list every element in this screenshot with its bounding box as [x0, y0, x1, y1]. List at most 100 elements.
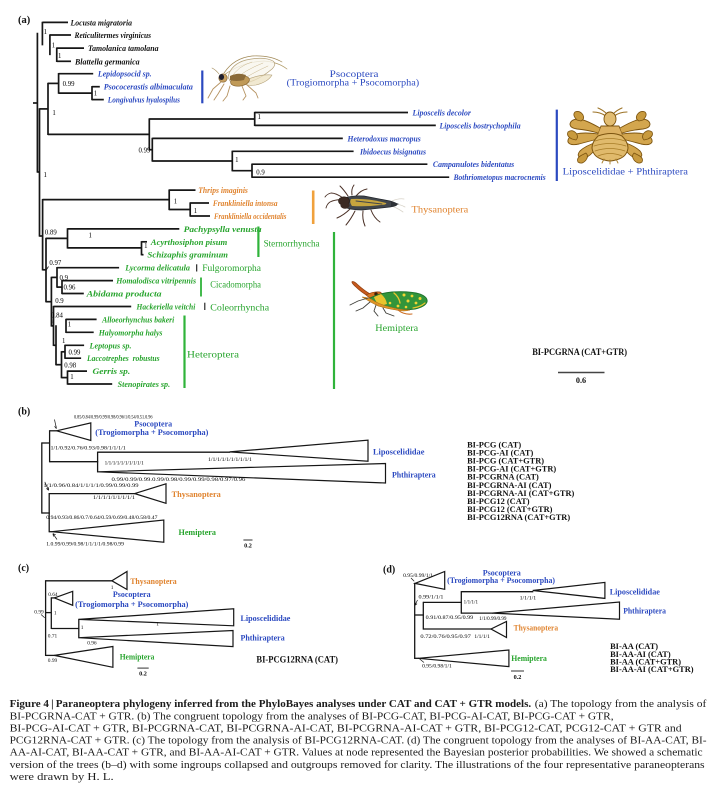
svg-text:BI-AA-AI (CAT): BI-AA-AI (CAT)	[610, 650, 671, 659]
svg-text:BI-PCG12 (CAT+GTR): BI-PCG12 (CAT+GTR)	[467, 505, 553, 514]
svg-text:1: 1	[81, 625, 84, 631]
svg-text:1/1/1/1/1/1/1/1/1/1: 1/1/1/1/1/1/1/1/1/1	[105, 460, 144, 466]
svg-text:0.99/0.99/0.99.0.99/0.98/0.99/: 0.99/0.99/0.99.0.99/0.98/0.99/0.99/0.98/…	[112, 477, 246, 483]
svg-text:0.99: 0.99	[48, 658, 58, 664]
svg-text:0.95/0.99/1/1: 0.95/0.99/1/1	[403, 574, 434, 579]
svg-text:1: 1	[144, 243, 147, 250]
svg-text:1: 1	[156, 622, 159, 628]
svg-text:Liposcelididae: Liposcelididae	[373, 447, 424, 457]
svg-text:0.91/0.87/0.95/0.99: 0.91/0.87/0.95/0.99	[426, 616, 474, 621]
svg-text:0.64: 0.64	[48, 592, 58, 598]
svg-text:(Trogiomorpha + Psocomorpha): (Trogiomorpha + Psocomorpha)	[447, 575, 555, 585]
svg-text:Halyomorpha halys: Halyomorpha halys	[98, 327, 163, 337]
svg-text:Heterodoxus macropus: Heterodoxus macropus	[347, 133, 422, 143]
svg-text:0.9: 0.9	[55, 298, 64, 305]
svg-text:Coleorrhyncha: Coleorrhyncha	[210, 302, 270, 313]
svg-text:BI-PCGRNA (CAT+GTR): BI-PCGRNA (CAT+GTR)	[532, 347, 627, 358]
svg-text:1: 1	[62, 338, 65, 345]
svg-text:Locusta migratoria: Locusta migratoria	[70, 17, 133, 27]
svg-text:1: 1	[94, 91, 97, 98]
svg-text:0.95/0.98/1/1: 0.95/0.98/1/1	[422, 665, 452, 670]
svg-text:Hemiptera: Hemiptera	[511, 653, 547, 663]
svg-text:1.0.99/0.99/0.98/1/1/1/1/0.98/: 1.0.99/0.99/0.98/1/1/1/1/0.98/0.99	[46, 542, 124, 548]
svg-text:Liposcelis decolor: Liposcelis decolor	[412, 108, 472, 118]
svg-text:Sternorrhyncha: Sternorrhyncha	[264, 238, 321, 249]
svg-text:Leptopus sp.: Leptopus sp.	[89, 340, 132, 350]
svg-text:Gerris sp.: Gerris sp.	[93, 366, 131, 376]
svg-text:1: 1	[89, 233, 92, 240]
svg-text:Abidama producta: Abidama producta	[85, 289, 162, 299]
svg-text:1: 1	[44, 29, 47, 36]
svg-text:1: 1	[54, 611, 57, 617]
svg-text:Psocoptera: Psocoptera	[113, 589, 151, 599]
svg-text:0.9: 0.9	[256, 170, 265, 177]
svg-text:1/1/0.99/0.99: 1/1/0.99/0.99	[479, 617, 507, 622]
svg-text:Liposcelididae + Phthiraptera: Liposcelididae + Phthiraptera	[563, 167, 689, 178]
svg-text:Phthiraptera: Phthiraptera	[623, 605, 666, 615]
svg-text:version of the trees (b–d) wit: version of the trees (b–d) with some ing…	[10, 760, 705, 771]
svg-text:Frankliniella intonsa: Frankliniella intonsa	[212, 198, 278, 208]
svg-text:Psocoptera: Psocoptera	[330, 69, 380, 80]
svg-text:0.2: 0.2	[514, 674, 522, 681]
svg-text:BI-PCG-AI (CAT+GTR): BI-PCG-AI (CAT+GTR)	[467, 465, 556, 474]
svg-text:0.85/0.84/0.99/0.99/0.98/0.96/: 0.85/0.84/0.99/0.99/0.98/0.96/1/0.54/0.5…	[74, 415, 153, 421]
svg-text:BI-AA (CAT): BI-AA (CAT)	[610, 642, 658, 651]
svg-text:Hemiptera: Hemiptera	[375, 323, 419, 334]
svg-text:Thysanoptera: Thysanoptera	[130, 576, 177, 586]
svg-text:BI-PCGRNA-AI (CAT+GTR): BI-PCGRNA-AI (CAT+GTR)	[467, 489, 574, 498]
svg-text:(a) The topology from the anal: (a) The topology from the analysis of	[535, 699, 707, 710]
svg-text:1: 1	[58, 53, 61, 60]
svg-text:1/1/1/1/1/1/1/1/1: 1/1/1/1/1/1/1/1/1	[93, 495, 135, 501]
svg-text:Ibidoecus bisignatus: Ibidoecus bisignatus	[359, 146, 426, 156]
svg-text:Schizaphis graminum: Schizaphis graminum	[147, 250, 228, 260]
svg-text:1: 1	[258, 114, 261, 121]
svg-text:Longivalvus hyalospilus: Longivalvus hyalospilus	[107, 95, 181, 105]
svg-text:1: 1	[111, 585, 114, 591]
svg-text:0.72/0.76/0.95/0.97: 0.72/0.76/0.95/0.97	[420, 635, 471, 640]
svg-text:(c): (c)	[18, 563, 29, 574]
svg-text:0.96: 0.96	[87, 640, 97, 646]
svg-text:0.99: 0.99	[69, 350, 81, 357]
svg-text:1: 1	[44, 172, 47, 179]
svg-text:Tamolanica tamolana: Tamolanica tamolana	[88, 43, 159, 53]
svg-text:Frankliniella occidentalis: Frankliniella occidentalis	[213, 211, 287, 221]
svg-text:0.99: 0.99	[34, 609, 44, 615]
svg-text:Phthiraptera: Phthiraptera	[241, 632, 286, 642]
svg-text:Figure 4 | Paraneoptera phylog: Figure 4 | Paraneoptera phylogeny inferr…	[10, 699, 532, 710]
svg-text:0.94/0.93/0.86/0.7/0.64/0.59/0: 0.94/0.93/0.86/0.7/0.64/0.59/0.69/0.48/0…	[46, 515, 158, 521]
svg-text:PCG12RNA-CAT + GTR. (c) The to: PCG12RNA-CAT + GTR. (c) The topology fro…	[10, 736, 707, 747]
svg-text:Bothriometopus macrocnemis: Bothriometopus macrocnemis	[453, 172, 546, 182]
svg-text:BI-PCG-AI (CAT): BI-PCG-AI (CAT)	[467, 448, 533, 457]
svg-text:Homalodisca vitripennis: Homalodisca vitripennis	[115, 276, 196, 286]
svg-text:Lepidopsocid sp.: Lepidopsocid sp.	[97, 69, 152, 79]
svg-text:AA-AI-CAT, BI-AA-CAT + GTR, an: AA-AI-CAT, BI-AA-CAT + GTR, and BI-AA-AI…	[10, 748, 703, 759]
svg-text:Thrips imaginis: Thrips imaginis	[198, 185, 248, 195]
svg-text:1/1/1/1: 1/1/1/1	[464, 600, 479, 605]
svg-text:Liposcelis bostrychophila: Liposcelis bostrychophila	[439, 120, 522, 130]
svg-text:Alloeorhynchus bakeri: Alloeorhynchus bakeri	[101, 314, 175, 324]
svg-text:0.71: 0.71	[48, 633, 58, 639]
svg-text:0.96: 0.96	[64, 284, 76, 291]
svg-text:Cicadomorpha: Cicadomorpha	[210, 279, 261, 290]
svg-text:0.97: 0.97	[49, 260, 61, 267]
svg-text:BI-PCG-AI-CAT + GTR, BI-PCGRNA: BI-PCG-AI-CAT + GTR, BI-PCGRNA-CAT, BI-P…	[10, 723, 683, 734]
svg-text:Fulgoromorpha: Fulgoromorpha	[202, 263, 262, 274]
svg-text:BI-PCG12 (CAT): BI-PCG12 (CAT)	[467, 497, 530, 506]
svg-text:0.99: 0.99	[63, 81, 75, 88]
svg-text:BI-PCG12RNA (CAT): BI-PCG12RNA (CAT)	[256, 655, 338, 665]
svg-text:BI-AA (CAT+GTR): BI-AA (CAT+GTR)	[610, 657, 681, 666]
svg-text:1: 1	[70, 374, 73, 381]
svg-text:0.99: 0.99	[139, 148, 151, 155]
svg-text:1: 1	[68, 322, 71, 329]
svg-text:1/1/1/1: 1/1/1/1	[520, 596, 537, 601]
svg-text:BI-PCGRNA-CAT + GTR. (b) The c: BI-PCGRNA-CAT + GTR. (b) The congruent t…	[10, 711, 614, 722]
svg-text:Psocoptera: Psocoptera	[134, 418, 172, 428]
svg-text:Hemiptera: Hemiptera	[120, 652, 155, 662]
svg-text:Thysanoptera: Thysanoptera	[172, 489, 222, 499]
svg-text:1/1/1/1: 1/1/1/1	[474, 635, 490, 640]
svg-text:0.98: 0.98	[64, 362, 76, 369]
svg-text:BI-PCG (CAT+GTR): BI-PCG (CAT+GTR)	[467, 457, 544, 466]
svg-text:(a): (a)	[18, 15, 31, 26]
svg-text:1: 1	[52, 43, 55, 50]
svg-text:Pachypsylla venusta: Pachypsylla venusta	[184, 224, 263, 234]
